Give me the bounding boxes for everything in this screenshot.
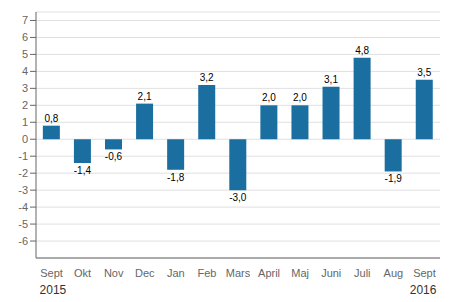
svg-text:Dec: Dec: [135, 267, 155, 279]
svg-text:Sept: Sept: [413, 267, 436, 279]
svg-text:Nov: Nov: [104, 267, 124, 279]
svg-text:2,0: 2,0: [262, 92, 276, 103]
svg-text:3,1: 3,1: [324, 74, 338, 85]
svg-text:April: April: [258, 267, 280, 279]
svg-text:7: 7: [22, 14, 28, 26]
svg-text:2: 2: [22, 99, 28, 111]
svg-text:-1: -1: [18, 150, 28, 162]
svg-text:Feb: Feb: [197, 267, 216, 279]
svg-text:0,8: 0,8: [44, 113, 58, 124]
svg-text:4,8: 4,8: [355, 45, 369, 56]
svg-text:-6: -6: [18, 235, 28, 247]
svg-text:-1,8: -1,8: [167, 172, 185, 183]
svg-text:3,5: 3,5: [417, 67, 431, 78]
svg-text:1: 1: [22, 116, 28, 128]
svg-text:Aug: Aug: [384, 267, 404, 279]
svg-text:4: 4: [22, 65, 28, 77]
svg-text:Juni: Juni: [321, 267, 341, 279]
svg-text:3: 3: [22, 82, 28, 94]
svg-text:6: 6: [22, 31, 28, 43]
svg-text:-1,4: -1,4: [74, 165, 92, 176]
svg-text:Juli: Juli: [354, 267, 371, 279]
svg-text:Mars: Mars: [226, 267, 251, 279]
svg-text:Jan: Jan: [167, 267, 185, 279]
svg-text:Okt: Okt: [74, 267, 91, 279]
svg-text:-3: -3: [18, 184, 28, 196]
svg-text:2016: 2016: [410, 283, 437, 297]
svg-text:-5: -5: [18, 218, 28, 230]
svg-text:0: 0: [22, 133, 28, 145]
svg-text:Sept: Sept: [40, 267, 63, 279]
svg-text:2015: 2015: [40, 283, 67, 297]
svg-text:5: 5: [22, 48, 28, 60]
svg-text:-2: -2: [18, 167, 28, 179]
svg-text:2,1: 2,1: [138, 91, 152, 102]
svg-text:-1,9: -1,9: [385, 173, 403, 184]
svg-text:2,0: 2,0: [293, 92, 307, 103]
svg-text:3,2: 3,2: [200, 72, 214, 83]
svg-text:-0,6: -0,6: [105, 151, 123, 162]
svg-text:-3,0: -3,0: [229, 192, 247, 203]
svg-text:Maj: Maj: [291, 267, 309, 279]
svg-text:-4: -4: [18, 201, 28, 213]
